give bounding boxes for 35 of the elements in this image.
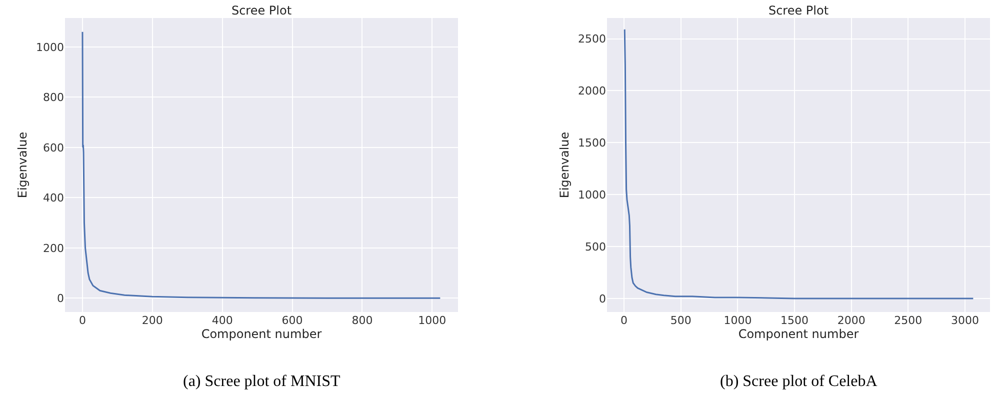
y-axis-title: Eigenvalue <box>15 132 30 198</box>
text: (b) Scree plot of CelebA <box>720 373 878 390</box>
x-tick-label: 1000 <box>724 314 752 327</box>
x-tick-label: 600 <box>282 314 303 327</box>
y-tick-label: 400 <box>43 192 64 205</box>
x-tick-label: 200 <box>142 314 163 327</box>
y-tick-label: 0 <box>57 292 64 306</box>
y-tick-label: 1000 <box>36 40 64 54</box>
y-tick-label: 1000 <box>578 188 606 202</box>
line-series <box>82 31 441 299</box>
text: (a) Scree plot of MNIST <box>183 373 341 390</box>
x-tick-label: 0 <box>78 314 86 327</box>
y-tick-label: 1500 <box>578 136 606 150</box>
y-tick-label: 500 <box>585 240 606 254</box>
x-tick-label: 500 <box>670 314 692 327</box>
x-tick-label: 800 <box>352 314 373 327</box>
x-tick-label: 2000 <box>837 314 866 327</box>
x-tick-label: 1500 <box>780 314 809 327</box>
chart-title: Scree Plot <box>768 3 829 18</box>
x-tick-label: 0 <box>620 314 628 327</box>
x-tick-label: 400 <box>212 314 233 327</box>
y-tick-label: 2000 <box>578 84 606 98</box>
y-axis-title: Eigenvalue <box>557 132 572 198</box>
y-tick-label: 200 <box>43 242 64 255</box>
x-tick-label: 3000 <box>951 314 979 327</box>
y-tick-label: 800 <box>43 91 64 104</box>
y-tick-label: 0 <box>599 292 606 306</box>
line-series <box>624 28 974 300</box>
y-tick-label: 600 <box>43 141 64 154</box>
x-axis-title: Component number <box>738 327 859 341</box>
x-tick-label: 1000 <box>418 314 446 327</box>
y-tick-label: 2500 <box>578 32 606 46</box>
x-tick-label: 2500 <box>894 314 922 327</box>
chart-title: Scree Plot <box>231 3 292 18</box>
x-axis-title: Component number <box>201 327 322 341</box>
